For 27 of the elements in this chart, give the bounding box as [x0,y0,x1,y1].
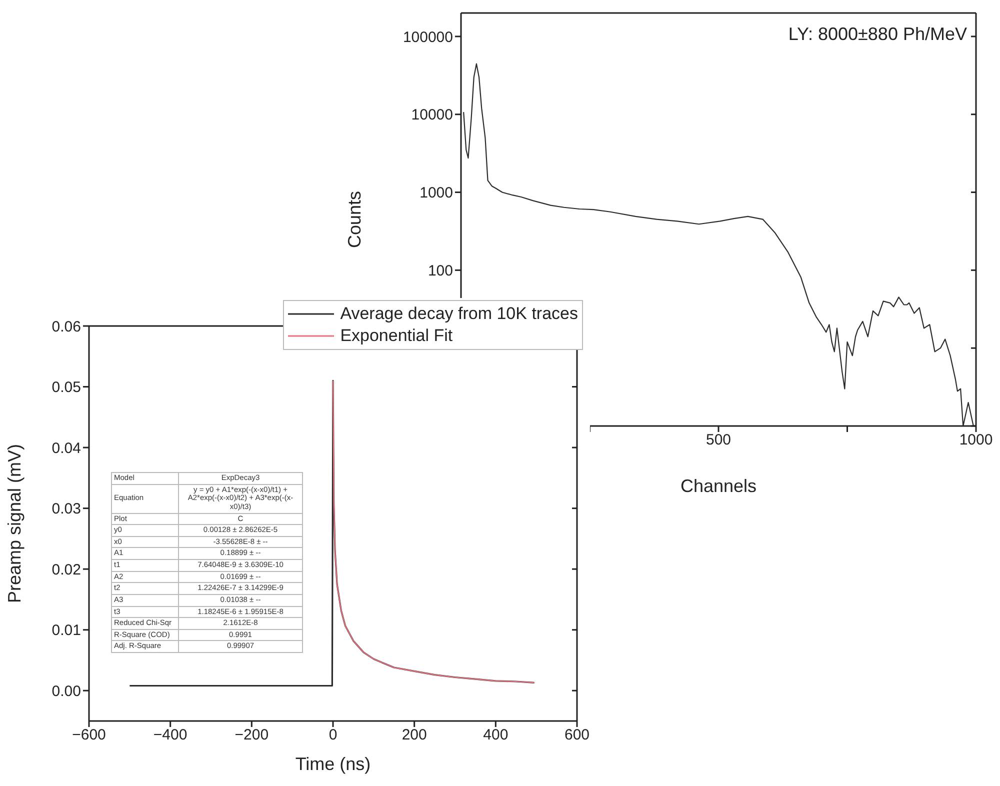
y-tick-label: 100 [428,262,453,280]
legend-label: Average decay from 10K traces [340,303,578,325]
x-tick-label: −200 [234,726,269,744]
x-axis-title: Time (ns) [295,754,371,774]
y-axis-title: Preamp signal (mV) [4,444,24,604]
y-tick-label: 0.05 [52,379,81,396]
x-tick-label: 500 [706,432,732,449]
y-tick-label: 1000 [420,184,453,202]
x-tick-label: 600 [564,726,590,744]
legend-label: Exponential Fit [340,325,453,347]
x-tick-label: 200 [402,726,427,744]
y-axis-title: Counts [344,190,364,248]
x-tick-label: −600 [72,726,106,744]
x-tick-label: 400 [483,726,508,744]
y-tick-label: 10000 [411,106,453,124]
y-tick-label: 0.06 [52,318,81,336]
y-tick-label: 0.02 [52,561,81,578]
x-tick-label: 0 [328,726,338,744]
y-tick-label: 0.04 [52,440,81,457]
x-axis-title: Channels [680,476,757,496]
y-tick-label: 0.00 [52,682,81,700]
y-tick-label: 0.03 [52,500,81,518]
line-series [332,380,535,684]
x-tick-label: −400 [153,726,188,744]
y-tick-label: 0.01 [52,622,81,640]
y-tick-label: 100000 [402,28,453,46]
annotation: LY: 8000±880 Ph/MeV [788,24,967,45]
